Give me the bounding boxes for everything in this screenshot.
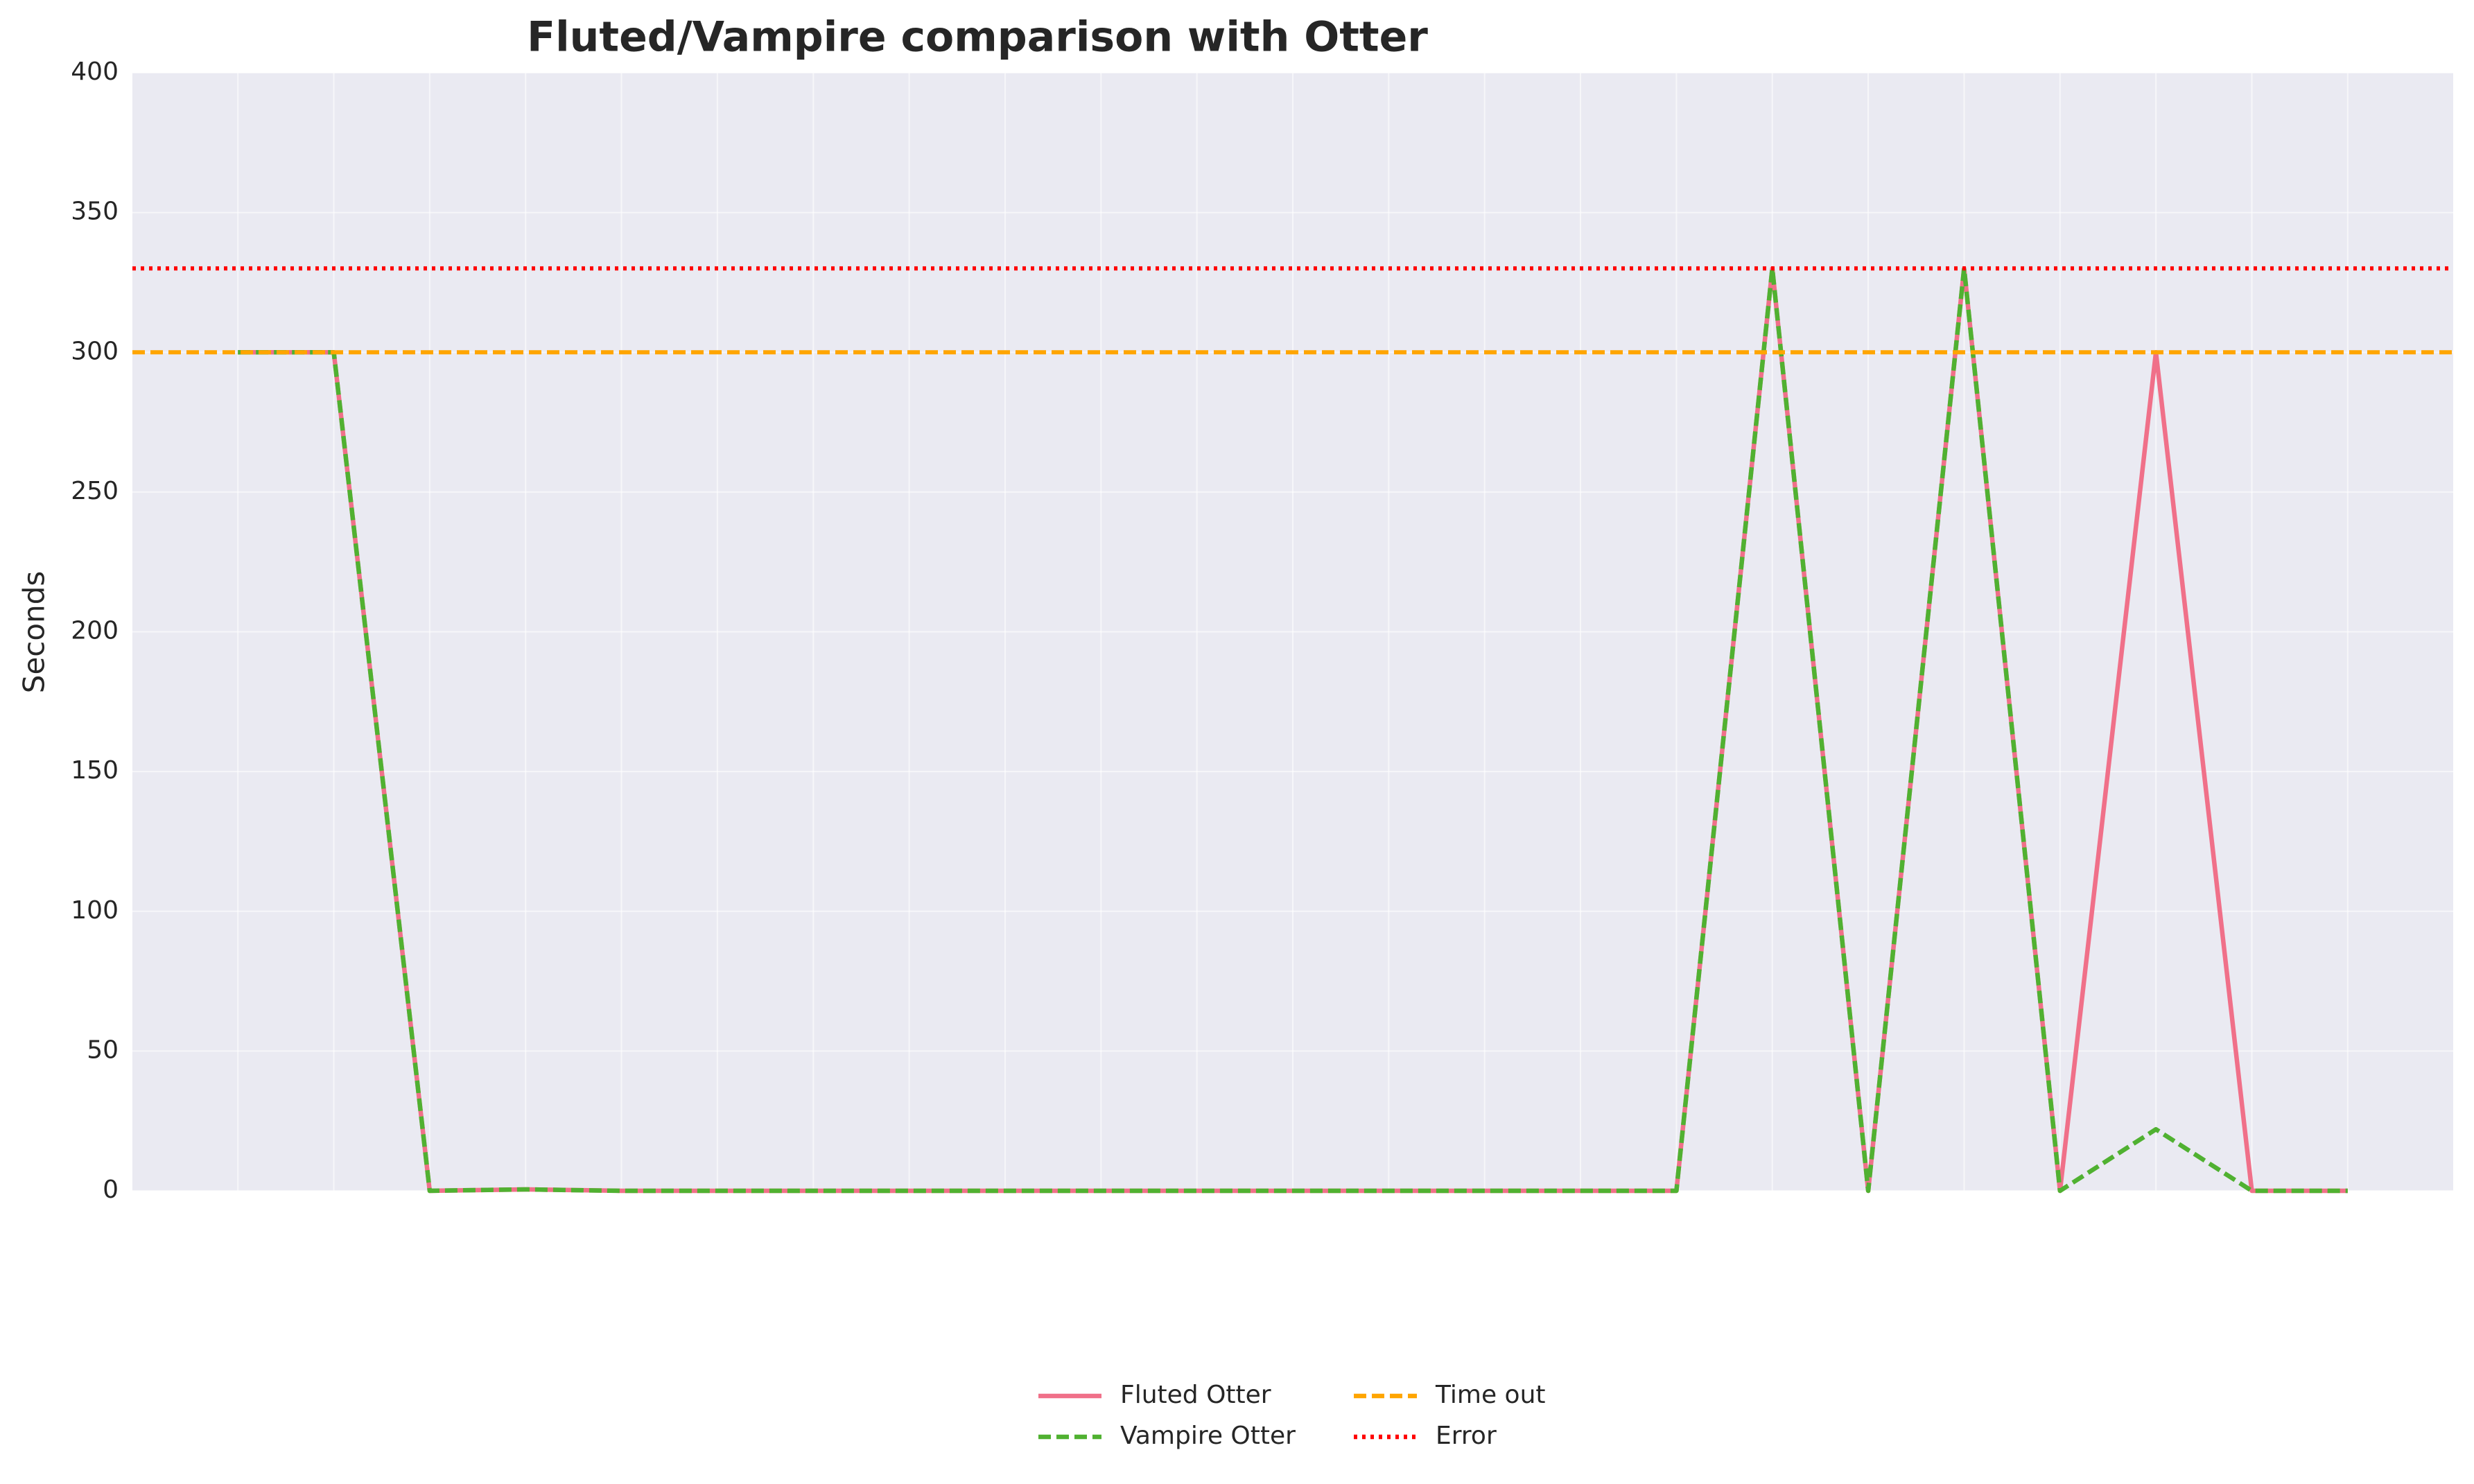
y-axis-label: Seconds [17, 571, 51, 693]
y-tick-label: 350 [71, 198, 119, 226]
y-tick-label: 150 [71, 756, 119, 785]
y-tick-label: 250 [71, 477, 119, 505]
series-line [238, 266, 2348, 1194]
y-tick-label: 50 [87, 1036, 119, 1064]
legend-label: Error [1436, 1422, 1497, 1450]
y-tick-label: 300 [71, 337, 119, 365]
y-tick-label: 0 [103, 1176, 119, 1204]
legend-label: Vampire Otter [1120, 1422, 1296, 1450]
chart-title: Fluted/Vampire comparison with Otter [527, 13, 1428, 62]
legend-label: Time out [1435, 1381, 1546, 1409]
legend-label: Fluted Otter [1120, 1381, 1271, 1409]
y-tick-label: 400 [71, 58, 119, 86]
y-tick-label: 200 [71, 617, 119, 645]
y-tick-label: 100 [71, 896, 119, 925]
